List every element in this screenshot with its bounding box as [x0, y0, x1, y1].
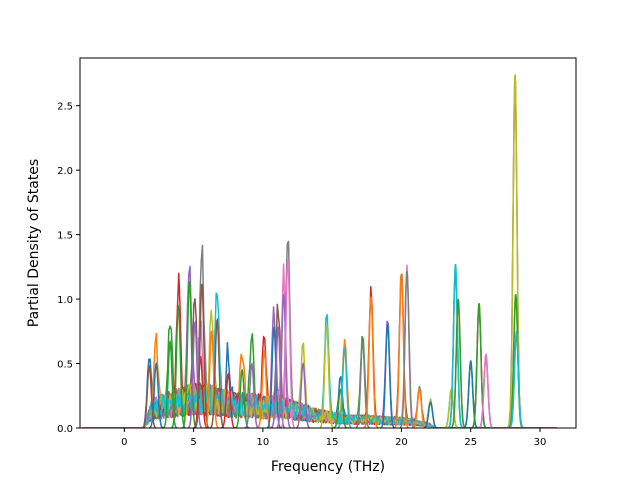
- y-tick-label: 2.5: [57, 102, 73, 113]
- pdos-peak: [333, 388, 348, 428]
- pdos-peak: [478, 352, 494, 428]
- series-layer: [82, 74, 557, 428]
- x-tick-label: 5: [190, 437, 196, 448]
- pdos-peak: [412, 388, 427, 428]
- pdos-peak: [509, 329, 524, 428]
- pdos-peak: [355, 339, 370, 428]
- x-tick-label: 10: [257, 437, 270, 448]
- pdos-peak: [209, 317, 225, 428]
- pdos-peak: [363, 296, 379, 428]
- pdos-peak: [142, 364, 157, 428]
- x-axis-title: Frequency (THz): [271, 459, 385, 475]
- pdos-peak: [463, 359, 478, 428]
- pdos-peak: [193, 355, 208, 428]
- pdos-peak: [221, 372, 236, 428]
- pdos-peak: [187, 319, 203, 428]
- pdos-peak: [394, 273, 409, 428]
- y-tick-label: 1.0: [57, 295, 73, 306]
- y-axis: 0.0 0.5 1.0 1.5 2.0 2.5: [57, 102, 80, 435]
- pdos-peak: [337, 346, 352, 428]
- x-tick-label: 15: [326, 437, 339, 448]
- y-axis-title: Partial Density of States: [26, 159, 42, 327]
- x-tick-label: 20: [395, 437, 408, 448]
- pdos-peak: [423, 401, 438, 428]
- pdos-peak: [244, 361, 259, 428]
- pdos-peak: [162, 339, 178, 428]
- x-axis: 0 5 10 15 20 25 30: [121, 428, 546, 448]
- pdos-peak: [204, 329, 219, 428]
- pdos-peak: [182, 281, 197, 428]
- x-tick-label: 0: [121, 437, 127, 448]
- x-tick-label: 25: [464, 437, 477, 448]
- pdos-series-line: [82, 314, 557, 428]
- y-tick-label: 0.0: [57, 424, 73, 435]
- pdos-peak: [471, 302, 487, 428]
- pdos-peak: [448, 264, 463, 428]
- pdos-peak: [319, 323, 334, 428]
- pdos-peak: [450, 299, 466, 428]
- pdos-peak: [149, 362, 164, 428]
- pdos-peak: [194, 283, 210, 428]
- pdos-peak: [444, 388, 459, 428]
- pdos-peak: [171, 304, 186, 428]
- pdos-peak: [276, 293, 291, 428]
- plot-frame: [79, 57, 577, 429]
- pdos-peak: [295, 362, 311, 428]
- pdos-peak: [380, 322, 395, 428]
- x-tick-label: 30: [534, 437, 547, 448]
- y-tick-label: 0.5: [57, 360, 73, 371]
- pdos-peak: [399, 270, 415, 428]
- pdos-peak: [280, 259, 296, 428]
- y-tick-label: 1.5: [57, 231, 73, 242]
- y-tick-label: 2.0: [57, 166, 73, 177]
